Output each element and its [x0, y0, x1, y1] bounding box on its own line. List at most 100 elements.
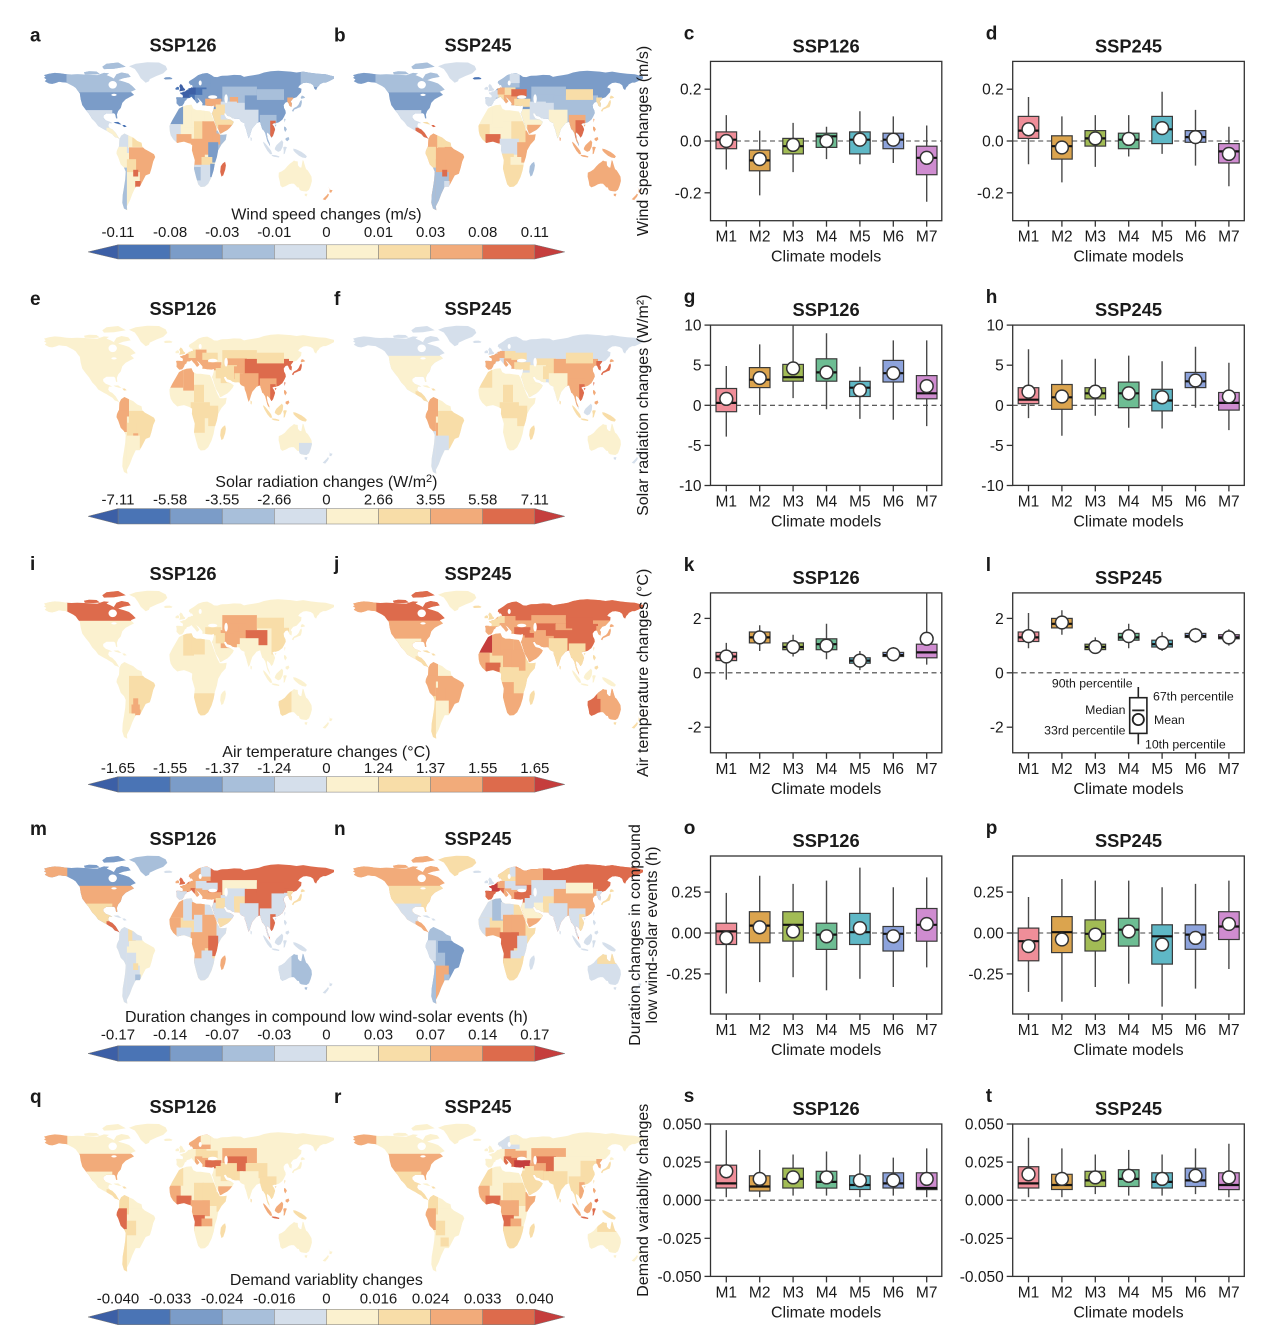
svg-text:Air temperature changes (°C): Air temperature changes (°C)	[222, 744, 430, 761]
svg-text:-2: -2	[990, 720, 1004, 737]
svg-text:M3: M3	[782, 229, 804, 246]
svg-text:M7: M7	[916, 229, 938, 246]
svg-text:M3: M3	[1085, 1022, 1107, 1039]
svg-text:2.66: 2.66	[364, 491, 393, 508]
svg-text:-1.37: -1.37	[205, 760, 239, 777]
svg-text:0: 0	[322, 1291, 330, 1308]
svg-text:-0.016: -0.016	[253, 1291, 296, 1308]
svg-text:0.2: 0.2	[680, 82, 702, 99]
svg-text:Median: Median	[1085, 703, 1125, 717]
svg-text:M7: M7	[1218, 1022, 1240, 1039]
svg-text:SSP245: SSP245	[444, 563, 511, 584]
svg-text:Solar radiation changes (W/m2): Solar radiation changes (W/m2)	[215, 473, 437, 491]
svg-text:-1.65: -1.65	[101, 760, 135, 777]
svg-text:Duration changes in compound l: Duration changes in compound low wind-so…	[125, 1009, 528, 1026]
svg-text:M6: M6	[883, 229, 905, 246]
svg-text:M2: M2	[749, 761, 771, 778]
svg-text:M4: M4	[816, 229, 838, 246]
svg-text:M1: M1	[716, 1284, 738, 1301]
svg-text:10th percentile: 10th percentile	[1145, 738, 1226, 752]
svg-text:M6: M6	[883, 493, 905, 510]
svg-text:d: d	[986, 23, 998, 44]
svg-text:5: 5	[693, 358, 702, 375]
svg-text:i: i	[30, 554, 35, 575]
svg-text:Demand variablity changes: Demand variablity changes	[230, 1272, 423, 1289]
svg-text:33rd percentile: 33rd percentile	[1044, 724, 1126, 738]
svg-text:-10: -10	[679, 478, 702, 495]
svg-text:2: 2	[995, 611, 1004, 628]
svg-text:2: 2	[693, 611, 702, 628]
svg-text:-0.2: -0.2	[977, 185, 1004, 202]
svg-text:M4: M4	[816, 761, 838, 778]
svg-text:-1.55: -1.55	[153, 760, 187, 777]
svg-text:SSP126: SSP126	[149, 35, 216, 56]
svg-text:0.17: 0.17	[520, 1027, 549, 1044]
svg-text:0.03: 0.03	[416, 224, 445, 241]
svg-text:SSP245: SSP245	[1095, 567, 1162, 588]
svg-text:M2: M2	[1051, 1284, 1073, 1301]
svg-text:SSP245: SSP245	[1095, 299, 1162, 320]
svg-text:-0.040: -0.040	[97, 1291, 140, 1308]
svg-text:M7: M7	[1218, 229, 1240, 246]
svg-text:M7: M7	[1218, 493, 1240, 510]
svg-text:Climate models: Climate models	[771, 781, 881, 798]
svg-text:M7: M7	[916, 1022, 938, 1039]
svg-text:M4: M4	[1118, 1284, 1140, 1301]
svg-text:Wind speed changes (m/s): Wind speed changes (m/s)	[231, 207, 421, 224]
svg-text:r: r	[334, 1087, 342, 1108]
svg-text:M3: M3	[782, 1284, 804, 1301]
svg-text:M4: M4	[1118, 493, 1140, 510]
svg-text:M3: M3	[782, 761, 804, 778]
svg-text:-5: -5	[688, 438, 702, 455]
svg-text:M6: M6	[1185, 229, 1207, 246]
svg-text:-0.11: -0.11	[101, 224, 134, 241]
svg-text:90th percentile: 90th percentile	[1052, 677, 1135, 691]
svg-text:s: s	[684, 1086, 695, 1107]
svg-text:0.2: 0.2	[982, 82, 1004, 99]
svg-text:1.37: 1.37	[416, 760, 445, 777]
svg-text:0.016: 0.016	[360, 1291, 398, 1308]
svg-text:M6: M6	[883, 1284, 905, 1301]
svg-text:Solar radiation changes (W/m²): Solar radiation changes (W/m²)	[635, 294, 652, 515]
svg-text:Climate models: Climate models	[771, 1042, 881, 1059]
svg-text:-2.66: -2.66	[257, 491, 291, 508]
svg-text:M5: M5	[1151, 1022, 1173, 1039]
svg-text:M3: M3	[782, 493, 804, 510]
svg-text:SSP126: SSP126	[149, 1096, 216, 1117]
svg-text:0.01: 0.01	[364, 224, 393, 241]
svg-text:0.25: 0.25	[974, 885, 1004, 902]
svg-text:n: n	[334, 819, 346, 840]
svg-text:M3: M3	[1085, 229, 1107, 246]
svg-text:t: t	[986, 1086, 993, 1107]
svg-text:SSP126: SSP126	[793, 299, 860, 320]
svg-text:-0.07: -0.07	[205, 1027, 239, 1044]
svg-text:-0.033: -0.033	[149, 1291, 192, 1308]
svg-text:0.033: 0.033	[464, 1291, 502, 1308]
svg-text:Climate models: Climate models	[1073, 249, 1183, 266]
svg-text:M2: M2	[1051, 1022, 1073, 1039]
svg-text:-0.03: -0.03	[205, 224, 239, 241]
svg-text:M2: M2	[749, 493, 771, 510]
svg-text:0.050: 0.050	[663, 1117, 702, 1134]
svg-text:-0.25: -0.25	[968, 966, 1003, 983]
svg-text:-0.17: -0.17	[101, 1027, 135, 1044]
svg-text:SSP126: SSP126	[793, 1098, 860, 1119]
svg-text:0.00: 0.00	[671, 926, 702, 943]
svg-text:Climate models: Climate models	[1073, 513, 1183, 530]
svg-text:M6: M6	[883, 761, 905, 778]
svg-text:Mean: Mean	[1154, 713, 1185, 727]
svg-text:j: j	[333, 554, 339, 575]
svg-text:M5: M5	[849, 493, 871, 510]
svg-text:5: 5	[995, 358, 1004, 375]
svg-text:M7: M7	[916, 1284, 938, 1301]
svg-text:m: m	[30, 819, 47, 840]
svg-text:M5: M5	[1151, 229, 1173, 246]
svg-text:M6: M6	[883, 1022, 905, 1039]
svg-text:M3: M3	[1085, 761, 1107, 778]
svg-text:M1: M1	[1018, 761, 1040, 778]
svg-text:c: c	[684, 23, 695, 44]
svg-text:-0.025: -0.025	[960, 1231, 1004, 1248]
svg-text:M5: M5	[849, 229, 871, 246]
svg-text:M3: M3	[1085, 493, 1107, 510]
svg-text:-3.55: -3.55	[205, 491, 239, 508]
